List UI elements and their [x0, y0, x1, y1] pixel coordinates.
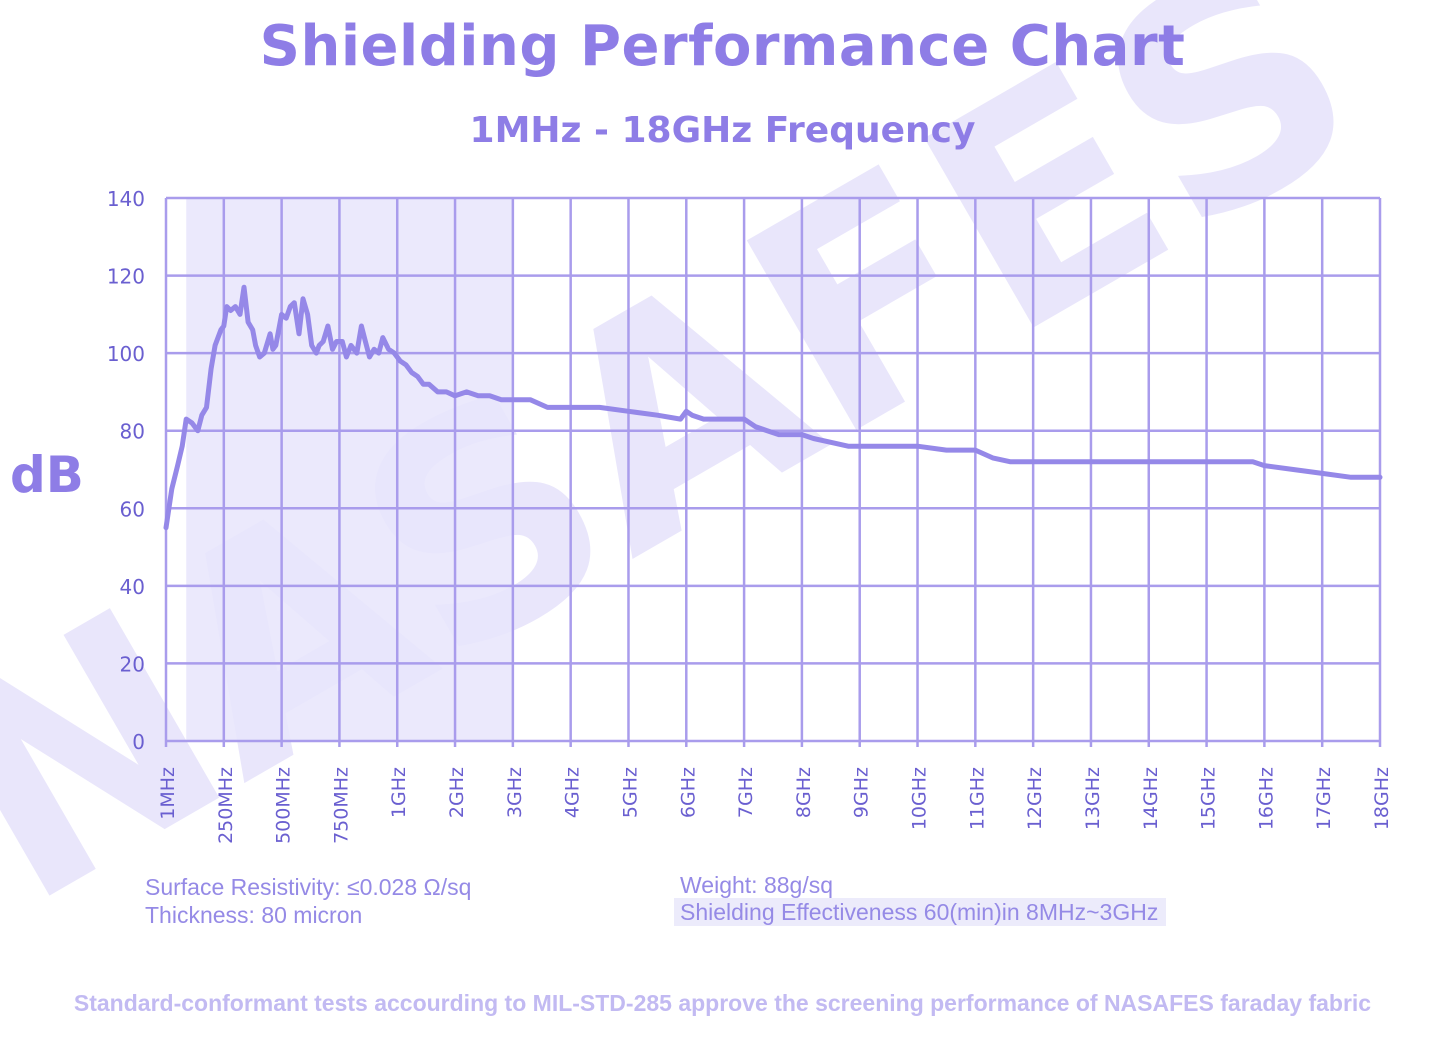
y-tick-label: 20: [120, 652, 145, 676]
y-tick-label: 140: [107, 187, 145, 211]
x-tick-label: 500MHz: [273, 767, 295, 844]
x-tick-label: 14GHz: [1140, 767, 1162, 830]
shielding-series-line: [163, 284, 1383, 531]
x-tick-label: 15GHz: [1198, 767, 1220, 830]
x-tick-label: 2GHz: [446, 767, 468, 818]
x-tick-label: 10GHz: [909, 767, 931, 830]
y-tick-label: 80: [120, 420, 145, 444]
x-axis-ticks: 1MHz 250MHz 500MHz 750MHz 1GHz 2GHz 3GHz 4GHz 5G…: [157, 767, 1393, 844]
x-tick-label: 6GHz: [677, 767, 699, 818]
shaded-frequency-band: [186, 198, 513, 741]
x-tick-label: 13GHz: [1082, 767, 1104, 830]
y-tick-label: 120: [107, 265, 145, 289]
y-axis-ticks: 0 20 40 60 80 100 120 140: [107, 187, 145, 754]
x-tick-label: 17GHz: [1313, 767, 1335, 830]
x-tick-label: 18GHz: [1371, 767, 1393, 830]
x-tick-label: 1MHz: [157, 767, 179, 820]
chart-subtitle: 1MHz - 18GHz Frequency: [469, 110, 976, 151]
x-tick-label: 11GHz: [966, 767, 988, 830]
y-axis-label: dB: [10, 446, 84, 504]
x-tick-label: 5GHz: [619, 767, 641, 818]
x-tick-label: 750MHz: [330, 767, 352, 844]
y-tick-label: 0: [132, 730, 145, 754]
y-tick-label: 100: [107, 342, 145, 366]
x-tick-label: 4GHz: [562, 767, 584, 818]
surface-resistivity-spec: Surface Resistivity: ≤0.028 Ω/sq: [145, 874, 472, 900]
thickness-spec: Thickness: 80 micron: [145, 902, 363, 928]
x-tick-label: 12GHz: [1024, 767, 1046, 830]
x-tick-label: 3GHz: [504, 767, 526, 818]
shielding-effectiveness-spec: Shielding Effectiveness 60(min)in 8MHz~3…: [674, 898, 1167, 926]
x-tick-label: 250MHz: [215, 767, 237, 844]
x-tick-label: 16GHz: [1255, 767, 1277, 830]
x-tick-label: 8GHz: [793, 767, 815, 818]
x-tick-label: 9GHz: [851, 767, 873, 818]
x-tick-label: 7GHz: [735, 767, 757, 818]
x-tick-label: 1GHz: [388, 767, 410, 818]
footer-note: Standard-conformant tests accourding to …: [73, 990, 1372, 1016]
chart-title: Shielding Performance Chart: [259, 14, 1186, 79]
weight-spec: Weight: 88g/sq: [680, 872, 834, 898]
y-tick-label: 40: [120, 575, 145, 599]
y-tick-label: 60: [120, 497, 145, 521]
